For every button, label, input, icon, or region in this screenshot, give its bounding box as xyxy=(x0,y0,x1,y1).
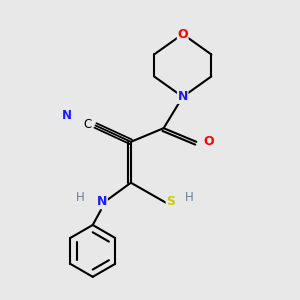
Text: N: N xyxy=(97,195,107,208)
Text: H: H xyxy=(185,191,194,204)
Text: N: N xyxy=(178,90,188,103)
Text: O: O xyxy=(177,28,188,40)
Text: S: S xyxy=(166,195,175,208)
Text: C: C xyxy=(83,118,92,130)
Text: O: O xyxy=(203,135,214,148)
Text: H: H xyxy=(76,191,85,204)
Text: N: N xyxy=(62,110,72,122)
